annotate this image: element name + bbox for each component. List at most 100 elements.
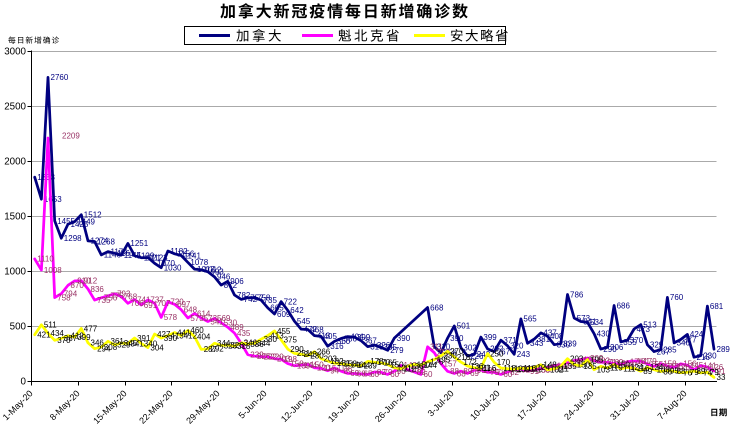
svg-text:178: 178: [370, 357, 384, 366]
svg-text:343: 343: [530, 339, 544, 348]
svg-text:109: 109: [517, 365, 531, 374]
svg-text:430: 430: [597, 330, 611, 339]
svg-text:145: 145: [690, 361, 704, 370]
svg-text:203: 203: [277, 355, 291, 364]
svg-text:69: 69: [350, 369, 359, 378]
svg-text:74: 74: [703, 369, 712, 378]
svg-text:1110: 1110: [37, 255, 54, 264]
svg-text:79: 79: [384, 368, 393, 377]
svg-text:230: 230: [310, 352, 324, 361]
svg-text:399: 399: [357, 333, 371, 342]
svg-text:226: 226: [257, 352, 271, 361]
svg-text:79: 79: [490, 368, 499, 377]
svg-text:757: 757: [250, 294, 264, 303]
svg-text:329: 329: [650, 341, 664, 350]
svg-text:91: 91: [717, 367, 726, 376]
svg-text:513: 513: [643, 320, 657, 329]
svg-text:239: 239: [250, 351, 264, 360]
svg-text:760: 760: [670, 293, 684, 302]
svg-text:279: 279: [390, 346, 404, 355]
svg-text:573: 573: [204, 314, 218, 323]
svg-text:243: 243: [517, 350, 531, 359]
svg-text:370: 370: [57, 336, 71, 345]
svg-text:60: 60: [503, 370, 512, 379]
svg-text:346: 346: [244, 339, 258, 348]
svg-text:149: 149: [623, 360, 637, 369]
svg-text:3000: 3000: [4, 47, 26, 58]
svg-text:1156: 1156: [177, 250, 195, 259]
svg-text:344: 344: [217, 339, 231, 348]
svg-text:294: 294: [97, 345, 111, 354]
svg-text:686: 686: [617, 301, 631, 310]
svg-text:380: 380: [264, 335, 278, 344]
svg-text:89: 89: [643, 367, 652, 376]
svg-text:545: 545: [297, 317, 311, 326]
svg-text:161: 161: [337, 359, 351, 368]
svg-text:102: 102: [410, 366, 424, 375]
svg-text:794: 794: [64, 290, 78, 299]
svg-text:116: 116: [637, 364, 650, 373]
svg-text:90: 90: [397, 367, 406, 376]
svg-text:391: 391: [137, 334, 151, 343]
svg-text:195: 195: [437, 355, 451, 364]
svg-text:344: 344: [257, 339, 271, 348]
svg-text:421: 421: [37, 331, 51, 340]
svg-text:697: 697: [177, 300, 191, 309]
svg-text:1012: 1012: [204, 266, 222, 275]
svg-text:912: 912: [84, 277, 98, 286]
svg-text:530: 530: [224, 319, 238, 328]
svg-text:124: 124: [630, 363, 644, 372]
svg-text:361: 361: [111, 337, 125, 346]
svg-text:1500: 1500: [4, 212, 26, 223]
svg-text:741: 741: [137, 295, 151, 304]
svg-text:477: 477: [84, 324, 98, 333]
svg-text:614: 614: [197, 309, 211, 318]
svg-text:340: 340: [144, 339, 158, 348]
svg-text:413: 413: [317, 331, 331, 340]
svg-text:82: 82: [510, 368, 519, 377]
svg-text:181: 181: [637, 357, 651, 366]
svg-text:387: 387: [64, 334, 78, 343]
svg-text:775: 775: [111, 292, 125, 301]
svg-text:124: 124: [650, 363, 664, 372]
svg-text:115: 115: [324, 364, 337, 373]
svg-text:78: 78: [497, 368, 506, 377]
svg-text:158: 158: [344, 359, 358, 368]
svg-text:68: 68: [457, 369, 466, 378]
svg-text:381: 381: [537, 335, 551, 344]
svg-text:313: 313: [370, 342, 384, 351]
svg-text:642: 642: [290, 306, 304, 315]
svg-text:176: 176: [630, 357, 644, 366]
svg-text:60: 60: [424, 370, 433, 379]
svg-text:170: 170: [497, 358, 511, 367]
svg-text:60: 60: [390, 370, 399, 379]
svg-text:136: 136: [410, 362, 424, 371]
svg-text:169: 169: [610, 358, 624, 367]
svg-text:82: 82: [417, 368, 426, 377]
svg-text:157: 157: [444, 360, 458, 369]
svg-text:120: 120: [397, 364, 411, 373]
svg-text:573: 573: [190, 314, 204, 323]
svg-text:742: 742: [244, 295, 258, 304]
svg-text:144: 144: [304, 361, 318, 370]
svg-text:266: 266: [317, 348, 331, 357]
svg-text:175: 175: [430, 358, 444, 367]
svg-text:720: 720: [170, 298, 184, 307]
svg-text:735: 735: [264, 296, 278, 305]
svg-text:1017: 1017: [197, 265, 215, 274]
svg-text:209: 209: [590, 354, 604, 363]
svg-text:405: 405: [324, 332, 338, 341]
svg-text:171: 171: [603, 358, 617, 367]
svg-text:1078: 1078: [190, 258, 208, 267]
svg-text:2000: 2000: [4, 157, 26, 168]
svg-text:216: 216: [697, 353, 711, 362]
svg-text:412: 412: [71, 332, 85, 341]
svg-text:648: 648: [184, 306, 198, 315]
svg-text:1653: 1653: [44, 195, 62, 204]
svg-text:569: 569: [217, 314, 231, 323]
svg-text:316: 316: [330, 342, 344, 351]
svg-text:735: 735: [97, 296, 111, 305]
svg-text:1251: 1251: [130, 239, 148, 248]
svg-text:182: 182: [330, 357, 344, 366]
svg-text:242: 242: [477, 350, 491, 359]
